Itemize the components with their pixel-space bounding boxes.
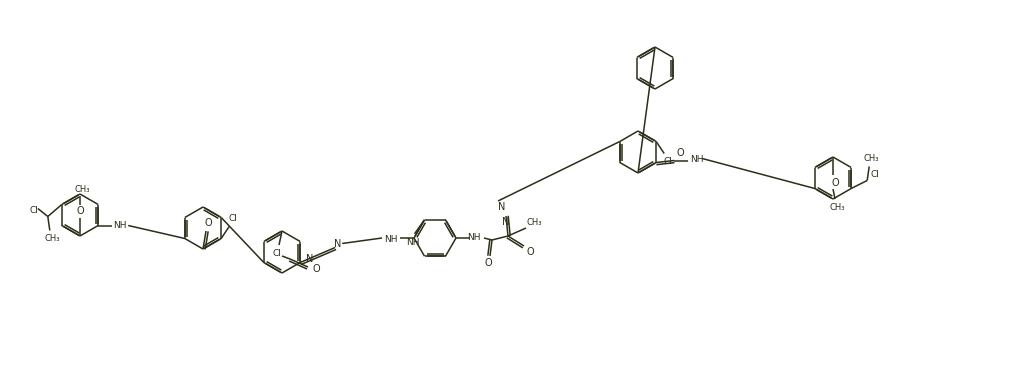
Text: NH: NH bbox=[113, 221, 127, 230]
Text: NH: NH bbox=[467, 232, 481, 241]
Text: O: O bbox=[526, 247, 534, 257]
Text: Cl: Cl bbox=[30, 206, 38, 215]
Text: NH: NH bbox=[690, 155, 704, 164]
Text: O: O bbox=[676, 148, 684, 157]
Text: CH₃: CH₃ bbox=[863, 154, 879, 163]
Text: O: O bbox=[204, 218, 212, 228]
Text: O: O bbox=[485, 258, 492, 268]
Text: O: O bbox=[312, 264, 320, 274]
Text: NH: NH bbox=[384, 234, 398, 244]
Text: Cl: Cl bbox=[228, 214, 238, 223]
Text: N: N bbox=[498, 202, 505, 212]
Text: CH₃: CH₃ bbox=[44, 234, 60, 243]
Text: CH₃: CH₃ bbox=[74, 185, 90, 193]
Text: Cl: Cl bbox=[871, 170, 880, 179]
Text: N: N bbox=[334, 238, 342, 248]
Text: O: O bbox=[831, 178, 839, 188]
Text: CH₃: CH₃ bbox=[829, 202, 845, 212]
Text: CH₃: CH₃ bbox=[526, 218, 541, 227]
Text: N: N bbox=[502, 217, 509, 227]
Text: Cl: Cl bbox=[273, 248, 282, 257]
Text: Cl: Cl bbox=[664, 157, 673, 166]
Text: NH: NH bbox=[405, 238, 419, 247]
Text: O: O bbox=[76, 206, 83, 216]
Text: N: N bbox=[307, 254, 314, 264]
